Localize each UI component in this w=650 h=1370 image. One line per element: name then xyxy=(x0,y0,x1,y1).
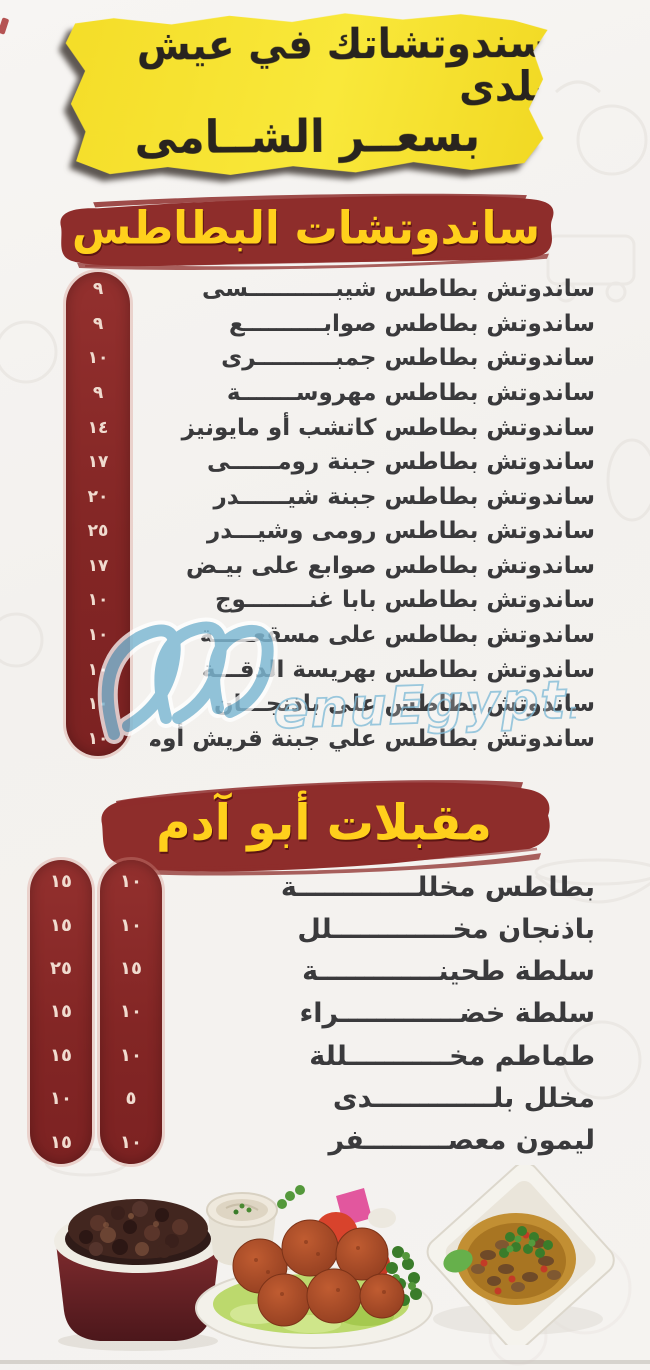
banner-paper: سندوتشاتك في عيش بلدى بسعــر الشــامى xyxy=(65,10,548,177)
menu-item-name: ساندوتش بطاطس علي جبنة قريش أومش xyxy=(150,725,595,752)
foul-dish-photo xyxy=(418,1161,630,1351)
menu-item-name: ساندوتش بطاطس بابا غنــــــــوج xyxy=(214,587,595,614)
banner-line-1: سندوتشاتك في عيش بلدى xyxy=(136,20,549,112)
menu-item-name: سلطة خضـــــــــــــراء xyxy=(299,998,595,1030)
foul-bowl-photo xyxy=(36,1183,240,1351)
menu-item-price-large: ٢٥ xyxy=(50,958,72,980)
scan-ink-speck xyxy=(0,17,10,35)
menu-item-name: ساندوتش بطاطس على باذنجـــان xyxy=(213,691,595,718)
menu-item-price-small: ١٥ xyxy=(120,958,142,980)
appetizers-list: بطاطس مخللـــــــــــــة باذنجان مخـــــ… xyxy=(200,866,595,1162)
menu-item-price: ١٤ xyxy=(87,417,109,438)
menu-item-name: ساندوتش بطاطس جبنة شيــــــدر xyxy=(213,483,596,510)
menu-item-name: سلطة طحينـــــــــــــة xyxy=(302,956,595,988)
banner: سندوتشاتك في عيش بلدى بسعــر الشــامى xyxy=(65,10,548,177)
menu-item-price: ١٠ xyxy=(87,590,109,611)
menu-item-price-large: ١٥ xyxy=(50,1001,72,1023)
potato-sandwich-price-bar: ٩ ٩ ١٠ ٩ ١٤ ١٧ ٢٠ ٢٥ ١٧ ١٠ ١٠ ١٠ ١٠ ١٠ xyxy=(66,272,130,756)
menu-item-price: ١٠ xyxy=(87,625,109,646)
menu-item-price-large: ١٠ xyxy=(50,1088,72,1110)
falafel-plate-photo xyxy=(186,1156,438,1356)
menu-item-name: ساندوتش بطاطس على مسقعـــــة xyxy=(199,622,595,649)
menu-item-price: ١٠ xyxy=(87,728,109,749)
menu-item-price: ٢٥ xyxy=(87,521,109,542)
appetizers-price-bar-small: ١٠ ١٠ ١٥ ١٠ ١٠ ٥ ١٠ xyxy=(100,860,162,1164)
menu-item-price-large: ١٥ xyxy=(50,871,72,893)
menu-item-name: ساندوتش بطاطس رومى وشيـــدر xyxy=(207,518,595,545)
menu-item-name: ساندوتش بطاطس كاتشب أو مايونيز xyxy=(181,414,595,441)
section-title: مقبلات أبو آدم xyxy=(156,793,492,852)
menu-item-price-large: ١٥ xyxy=(50,1044,72,1066)
menu-item-name: ساندوتش بطاطس جمبــــــــــرى xyxy=(221,345,595,372)
menu-item-price: ٩ xyxy=(92,279,104,300)
menu-item-name: ساندوتش بطاطس صوابع على بيـض xyxy=(185,552,595,579)
menu-item-price: ١٧ xyxy=(87,555,109,576)
menu-item-price-small: ١٠ xyxy=(120,1131,142,1153)
menu-item-name: ليمون معصـــــــــفر xyxy=(328,1125,595,1157)
menu-item-price: ١٠ xyxy=(87,348,109,369)
menu-item-name: ساندوتش بطاطس صوابــــــــــع xyxy=(229,310,595,337)
menu-item-name: بطاطس مخللـــــــــــــة xyxy=(280,871,595,903)
menu-item-price: ٩ xyxy=(92,313,104,334)
menu-item-price-large: ١٥ xyxy=(50,1131,72,1153)
menu-item-name: ساندوتش بطاطس بهريسة الدقـــة xyxy=(201,656,595,683)
potato-sandwich-list: ساندوتش بطاطس شيبـــــــــــسى ساندوتش ب… xyxy=(150,272,595,756)
menu-item-name: طماطم مخـــــــــــللة xyxy=(309,1040,595,1072)
menu-item-price-small: ١٠ xyxy=(120,914,142,936)
menu-item-price-small: ٥ xyxy=(125,1088,137,1110)
appetizers-price-bar-large: ١٥ ١٥ ٢٥ ١٥ ١٥ ١٠ ١٥ xyxy=(30,860,92,1164)
menu-item-price-small: ١٠ xyxy=(120,871,142,893)
section-header-potato-sandwiches: ساندوتشات البطاطس xyxy=(55,192,557,270)
menu-item-price-small: ١٠ xyxy=(120,1001,142,1023)
menu-item-name: باذنجان مخـــــــــــــلل xyxy=(297,913,595,945)
menu-item-price-large: ١٥ xyxy=(50,914,72,936)
menu-item-price: ٩ xyxy=(92,383,104,404)
banner-line-2: بسعــر الشــامى xyxy=(134,109,481,166)
menu-item-price: ١٧ xyxy=(87,452,109,473)
menu-item-name: ساندوتش بطاطس شيبـــــــــــسى xyxy=(201,276,595,303)
menu-item-name: ساندوتش بطاطس جبنة رومــــــى xyxy=(206,449,595,476)
menu-item-name: مخلل بلـــــــــــــدى xyxy=(332,1083,595,1115)
menu-item-price-small: ١٠ xyxy=(120,1044,142,1066)
menu-item-name: ساندوتش بطاطس مهروســـــــة xyxy=(226,380,595,407)
menu-item-price: ١٠ xyxy=(87,659,109,680)
menu-item-price: ٢٠ xyxy=(87,486,109,507)
section-title: ساندوتشات البطاطس xyxy=(71,202,541,256)
menu-item-price: ١٠ xyxy=(87,694,109,715)
scan-edge-line xyxy=(0,1360,650,1364)
brush-stroke xyxy=(60,193,554,270)
